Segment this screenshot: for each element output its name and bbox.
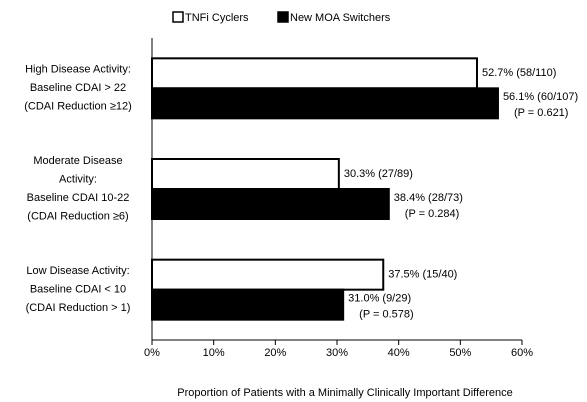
legend-label: TNFi Cyclers — [185, 12, 249, 24]
value-label: 38.4% (28/73) — [394, 192, 463, 204]
category-label: (CDAI Reduction ≥6) — [27, 211, 128, 223]
legend-swatch — [172, 11, 184, 23]
x-tick-label: 60% — [511, 347, 533, 359]
x-tick-label: 10% — [203, 347, 225, 359]
category-label: Low Disease Activity: — [26, 265, 129, 277]
p-value-label: (P = 0.284) — [405, 208, 460, 220]
x-tick-label: 30% — [326, 347, 348, 359]
value-label: 52.7% (58/110) — [482, 67, 556, 79]
value-label: 37.5% (15/40) — [388, 269, 457, 281]
bar — [151, 288, 345, 321]
legend-label: New MOA Switchers — [290, 12, 391, 24]
bar — [151, 87, 499, 120]
x-tick-label: 50% — [449, 347, 471, 359]
bar — [151, 258, 385, 291]
bar — [151, 57, 478, 90]
value-label: 30.3% (27/89) — [344, 168, 413, 180]
legend-swatch — [277, 11, 289, 23]
value-label: 31.0% (9/29) — [348, 293, 411, 305]
category-label: (CDAI Reduction > 1) — [26, 302, 131, 314]
bar — [151, 188, 390, 220]
category-label: Baseline CDAI < 10 — [30, 284, 126, 296]
x-axis-label: Proportion of Patients with a Minimally … — [177, 387, 512, 399]
bar — [151, 158, 340, 190]
p-value-label: (P = 0.621) — [514, 107, 569, 119]
category-label: Moderate Disease — [33, 155, 122, 167]
x-tick-label: 20% — [264, 347, 286, 359]
category-label: Baseline CDAI 10-22 — [27, 192, 130, 204]
value-label: 56.1% (60/107) — [503, 91, 578, 103]
category-label: High Disease Activity: — [25, 64, 131, 76]
category-label: Baseline CDAI > 22 — [30, 82, 126, 94]
x-tick-label: 0% — [144, 347, 160, 359]
category-label: Activity: — [59, 174, 97, 186]
x-tick-label: 40% — [388, 347, 410, 359]
p-value-label: (P = 0.578) — [359, 309, 414, 321]
category-label: (CDAI Reduction ≥12) — [24, 101, 132, 113]
